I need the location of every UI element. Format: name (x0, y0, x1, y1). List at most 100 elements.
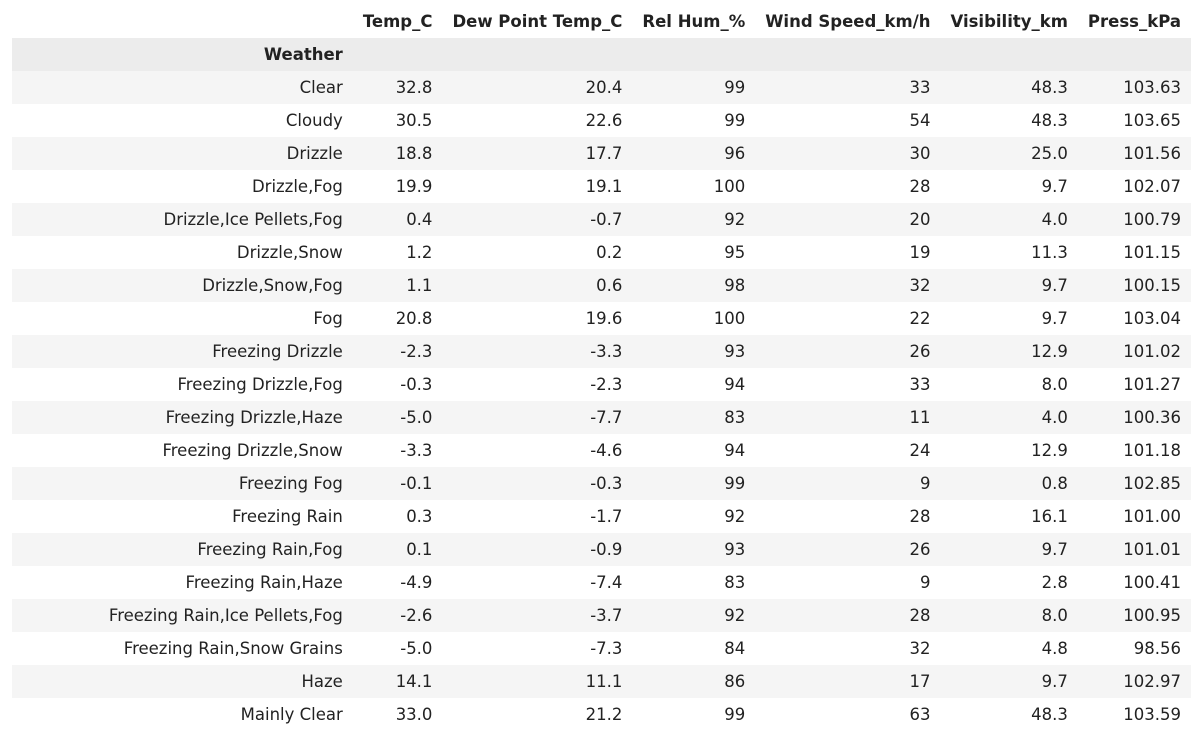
table-cell: -4.9 (352, 566, 443, 599)
table-row: Drizzle,Snow,Fog 1.1 0.6 98 32 9.7 100.15 (12, 269, 1191, 302)
index-row-blank (755, 38, 941, 71)
table-cell: 99 (632, 71, 756, 104)
table-cell: 4.8 (940, 632, 1078, 665)
table-cell: 22.6 (442, 104, 633, 137)
index-row-blank (632, 38, 756, 71)
table-cell: -4.6 (442, 434, 633, 467)
table-row: Freezing Drizzle -2.3 -3.3 93 26 12.9 101.02 (12, 335, 1191, 368)
table-cell: 18.8 (352, 137, 443, 170)
table-cell: 101.56 (1077, 137, 1191, 170)
table-cell: 99 (632, 698, 756, 731)
table-row: Freezing Drizzle,Haze -5.0 -7.7 83 11 4.0 100.… (12, 401, 1191, 434)
table-cell: -3.3 (442, 335, 633, 368)
row-index-label: Freezing Rain,Ice Pellets,Fog (12, 599, 353, 632)
table-cell: 102.97 (1077, 665, 1191, 698)
table-cell: -5.0 (352, 401, 443, 434)
row-index-label: Clear (12, 71, 353, 104)
table-row: Clear 32.8 20.4 99 33 48.3 103.63 (12, 71, 1191, 104)
table-cell: 103.59 (1077, 698, 1191, 731)
column-header: Press_kPa (1077, 5, 1191, 38)
table-cell: -2.3 (352, 335, 443, 368)
table-cell: 100 (632, 302, 756, 335)
row-index-label: Freezing Drizzle (12, 335, 353, 368)
table-cell: 100.79 (1077, 203, 1191, 236)
row-index-label: Freezing Rain (12, 500, 353, 533)
table-cell: -7.7 (442, 401, 633, 434)
table-cell: -0.7 (442, 203, 633, 236)
table-cell: 99 (632, 467, 756, 500)
table-cell: 100.36 (1077, 401, 1191, 434)
table-cell: 101.00 (1077, 500, 1191, 533)
table-cell: 103.65 (1077, 104, 1191, 137)
row-index-label: Drizzle,Fog (12, 170, 353, 203)
table-cell: 30 (755, 137, 941, 170)
index-row-blank (352, 38, 443, 71)
table-row: Drizzle,Ice Pellets,Fog 0.4 -0.7 92 20 4.0 100… (12, 203, 1191, 236)
table-row: Freezing Drizzle,Snow -3.3 -4.6 94 24 12.9 101… (12, 434, 1191, 467)
column-header: Temp_C (352, 5, 443, 38)
table-cell: 95 (632, 236, 756, 269)
table-cell: 102.07 (1077, 170, 1191, 203)
table-cell: 100.15 (1077, 269, 1191, 302)
table-row: Haze 14.1 11.1 86 17 9.7 102.97 (12, 665, 1191, 698)
table-cell: 21.2 (442, 698, 633, 731)
table-cell: 0.8 (940, 467, 1078, 500)
dataframe-table: Temp_C Dew Point Temp_C Rel Hum_% Wind S… (12, 5, 1191, 731)
row-index-label: Freezing Drizzle,Haze (12, 401, 353, 434)
table-cell: 24 (755, 434, 941, 467)
table-row: Freezing Rain,Haze -4.9 -7.4 83 9 2.8 100.41 (12, 566, 1191, 599)
table-cell: 48.3 (940, 71, 1078, 104)
table-cell: 83 (632, 401, 756, 434)
table-cell: 33.0 (352, 698, 443, 731)
table-header: Temp_C Dew Point Temp_C Rel Hum_% Wind S… (12, 5, 1191, 71)
row-index-label: Cloudy (12, 104, 353, 137)
table-cell: 103.04 (1077, 302, 1191, 335)
table-cell: -3.3 (352, 434, 443, 467)
table-cell: 93 (632, 533, 756, 566)
column-header: Wind Speed_km/h (755, 5, 941, 38)
table-cell: 100 (632, 170, 756, 203)
table-cell: 20 (755, 203, 941, 236)
table-cell: 98 (632, 269, 756, 302)
table-cell: 9.7 (940, 269, 1078, 302)
table-cell: 11 (755, 401, 941, 434)
table-cell: 28 (755, 500, 941, 533)
table-cell: 32 (755, 269, 941, 302)
row-index-label: Drizzle,Snow,Fog (12, 269, 353, 302)
table-cell: -5.0 (352, 632, 443, 665)
table-cell: 101.18 (1077, 434, 1191, 467)
table-cell: 99 (632, 104, 756, 137)
table-cell: 19.1 (442, 170, 633, 203)
table-cell: 9.7 (940, 170, 1078, 203)
table-cell: -2.3 (442, 368, 633, 401)
table-cell: 96 (632, 137, 756, 170)
table-cell: -3.7 (442, 599, 633, 632)
table-cell: -0.9 (442, 533, 633, 566)
table-row: Freezing Drizzle,Fog -0.3 -2.3 94 33 8.0 101.2… (12, 368, 1191, 401)
table-cell: 9 (755, 566, 941, 599)
table-cell: 94 (632, 434, 756, 467)
table-cell: 101.15 (1077, 236, 1191, 269)
table-cell: 0.3 (352, 500, 443, 533)
table-cell: 92 (632, 599, 756, 632)
table-cell: 2.8 (940, 566, 1078, 599)
table-cell: 84 (632, 632, 756, 665)
index-name-row: Weather (12, 38, 1191, 71)
table-cell: 0.6 (442, 269, 633, 302)
table-cell: 11.1 (442, 665, 633, 698)
table-cell: 9.7 (940, 533, 1078, 566)
table-cell: 12.9 (940, 335, 1078, 368)
column-header-row: Temp_C Dew Point Temp_C Rel Hum_% Wind S… (12, 5, 1191, 38)
table-body: Clear 32.8 20.4 99 33 48.3 103.63 Cloudy 30.5 22.… (12, 71, 1191, 731)
table-cell: 16.1 (940, 500, 1078, 533)
table-row: Freezing Rain 0.3 -1.7 92 28 16.1 101.00 (12, 500, 1191, 533)
table-cell: 17 (755, 665, 941, 698)
table-cell: 48.3 (940, 104, 1078, 137)
table-cell: -0.1 (352, 467, 443, 500)
table-cell: 92 (632, 500, 756, 533)
table-cell: -2.6 (352, 599, 443, 632)
table-cell: 9.7 (940, 302, 1078, 335)
column-header: Dew Point Temp_C (442, 5, 633, 38)
table-row: Mainly Clear 33.0 21.2 99 63 48.3 103.59 (12, 698, 1191, 731)
table-row: Fog 20.8 19.6 100 22 9.7 103.04 (12, 302, 1191, 335)
